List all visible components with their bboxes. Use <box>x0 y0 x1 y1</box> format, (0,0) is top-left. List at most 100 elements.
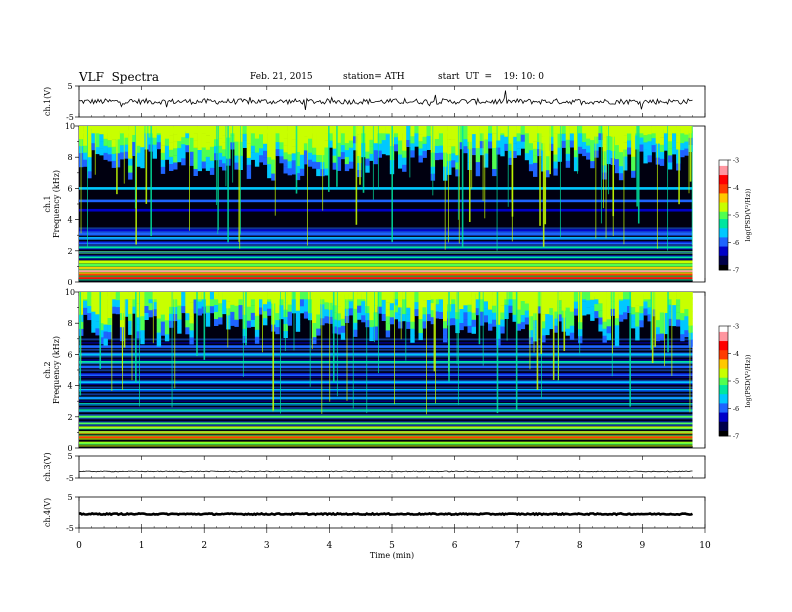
emission-cell <box>87 298 92 306</box>
frequency-band <box>79 229 693 232</box>
colorbar-swatch <box>719 268 728 271</box>
colorbar-swatch <box>719 266 728 269</box>
frequency-band <box>79 272 693 276</box>
emission-cell <box>250 152 256 160</box>
emission-cell <box>508 143 513 151</box>
emission-cell <box>291 146 297 154</box>
emission-cell <box>410 314 415 322</box>
emission-cell <box>344 142 350 151</box>
emission-cell <box>684 322 689 331</box>
emission-cell <box>160 166 166 174</box>
emission-cell <box>438 152 444 160</box>
emission-cell <box>242 314 247 322</box>
emission-cell <box>549 292 554 300</box>
emission-cell <box>684 301 689 310</box>
date-label: Feb. 21, 2015 <box>250 72 313 82</box>
emission-cell <box>295 137 301 145</box>
emission-cell <box>569 292 575 300</box>
emission-cell <box>573 135 579 144</box>
emission-cell <box>508 150 513 158</box>
emission-cell <box>205 305 211 313</box>
noise-band <box>79 341 693 344</box>
emission-cell <box>455 325 460 334</box>
emission-cell <box>524 310 530 318</box>
emission-cell <box>275 148 280 157</box>
emission-cell <box>173 134 178 142</box>
emission-cell <box>250 292 256 300</box>
emission-cell <box>623 149 628 157</box>
emission-cell <box>160 307 166 315</box>
emission-cell <box>602 300 607 308</box>
emission-cell <box>418 141 423 149</box>
emission-cell <box>586 138 591 146</box>
emission-cell <box>565 153 571 161</box>
emission-cell <box>316 300 321 308</box>
emission-cell <box>328 316 333 324</box>
emission-cell <box>545 313 550 322</box>
emission-cell <box>520 292 526 300</box>
noise-band <box>79 261 693 264</box>
colorbar-swatch <box>719 412 728 415</box>
emission-cell <box>263 143 268 151</box>
emission-cell <box>430 302 436 311</box>
emission-cell <box>410 307 415 315</box>
noise-band <box>79 359 693 361</box>
emission-cell <box>193 161 198 169</box>
emission-cell <box>267 170 272 179</box>
emission-cell <box>618 314 624 322</box>
emission-cell <box>99 292 104 300</box>
emission-cell <box>381 132 387 141</box>
emission-cell <box>618 300 624 308</box>
emission-cell <box>524 126 530 134</box>
emission-cell <box>565 160 571 168</box>
emission-cell <box>83 152 88 160</box>
emission-cell <box>140 153 145 162</box>
emission-cell <box>263 296 268 305</box>
emission-cell <box>279 304 284 313</box>
emission-cell <box>254 131 260 139</box>
emission-cell <box>103 126 108 134</box>
emission-cell <box>336 320 342 328</box>
frequency-band <box>79 199 693 203</box>
colorbar-swatch <box>719 244 728 247</box>
emission-cell <box>218 292 223 300</box>
y-tick-label: 5 <box>67 82 72 91</box>
emission-cell <box>557 292 562 300</box>
emission-cell <box>496 126 501 134</box>
emission-cell <box>193 168 198 176</box>
emission-cell <box>332 319 337 327</box>
colorbar-swatch <box>719 165 728 168</box>
emission-cell <box>357 312 362 320</box>
emission-cell <box>672 318 677 327</box>
emission-cell <box>606 326 611 334</box>
colorbar-swatch <box>719 417 728 420</box>
emission-cell <box>647 300 652 308</box>
emission-cell <box>201 154 207 162</box>
emission-cell <box>569 304 575 312</box>
emission-cell <box>308 131 313 139</box>
emission-cell <box>663 312 669 320</box>
emission-cell <box>119 145 125 153</box>
emission-cell <box>655 150 661 158</box>
emission-cell <box>602 137 607 145</box>
emission-cell <box>332 126 337 134</box>
emission-cell <box>398 307 403 315</box>
emission-cell <box>287 318 292 326</box>
noise-band <box>79 352 693 355</box>
noise-band <box>79 383 693 385</box>
colorbar-tick-label: -3 <box>733 157 739 165</box>
emission-cell <box>177 154 182 163</box>
emission-cell <box>218 138 223 146</box>
emission-cell <box>308 126 313 134</box>
emission-cell <box>639 130 644 138</box>
emission-cell <box>91 297 96 305</box>
colorbar-swatch <box>719 185 728 188</box>
emission-cell <box>655 143 661 151</box>
emission-cell <box>590 146 595 155</box>
emission-cell <box>667 292 673 300</box>
emission-cell <box>160 159 166 167</box>
colorbar-swatch <box>719 220 728 223</box>
emission-cell <box>369 126 374 134</box>
emission-cell <box>148 310 153 318</box>
